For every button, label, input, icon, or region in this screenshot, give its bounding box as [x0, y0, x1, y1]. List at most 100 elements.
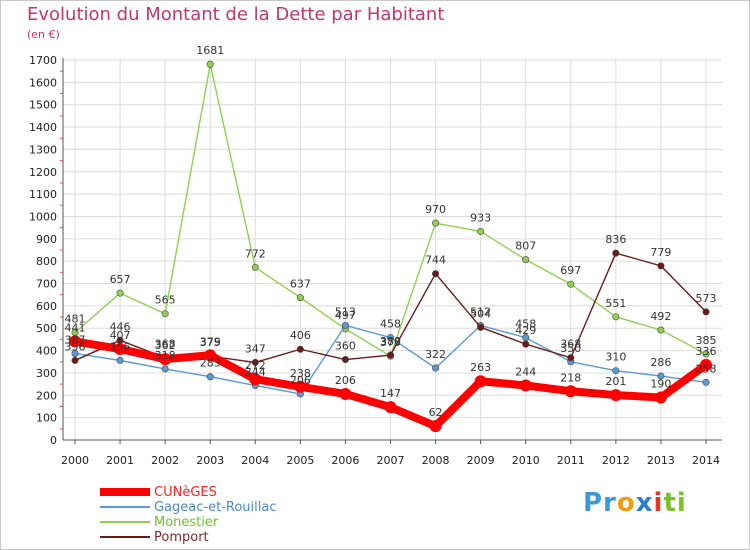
data-point [71, 349, 79, 357]
x-tick-label: 2009 [467, 454, 495, 467]
y-tick-label: 1300 [29, 143, 57, 156]
chart-subtitle: (en €) [27, 28, 60, 41]
data-label: 258 [696, 362, 717, 375]
legend-item: Pomport [100, 529, 209, 545]
x-tick-label: 2003 [196, 454, 224, 467]
logo-letter: Pr [583, 488, 617, 518]
data-point [204, 349, 217, 362]
data-label: 772 [245, 247, 266, 260]
legend-label: Pomport [154, 529, 209, 545]
data-point [429, 420, 442, 433]
data-label: 637 [290, 278, 311, 291]
data-point [114, 343, 127, 356]
data-point [251, 358, 259, 366]
y-tick-label: 1200 [29, 166, 57, 179]
data-label: 933 [470, 211, 491, 224]
y-tick-label: 300 [36, 367, 57, 380]
data-label: 744 [425, 254, 446, 267]
data-point [657, 262, 665, 270]
data-label: 458 [515, 318, 536, 331]
y-tick-label: 100 [36, 412, 57, 425]
data-point [206, 373, 214, 381]
data-point [654, 391, 667, 404]
data-label: 513 [335, 305, 356, 318]
data-label: 492 [650, 310, 671, 323]
x-tick-label: 2000 [61, 454, 89, 467]
x-tick-label: 2011 [557, 454, 585, 467]
data-label: 272 [245, 359, 266, 372]
proxiti-logo: Proxiti [583, 488, 687, 518]
data-label: 244 [515, 365, 536, 378]
data-label: 318 [155, 349, 176, 362]
y-tick-label: 500 [36, 322, 57, 335]
data-label: 385 [696, 334, 717, 347]
data-label: 336 [696, 345, 717, 358]
data-label: 504 [470, 307, 491, 320]
data-point [116, 356, 124, 364]
data-point [612, 313, 620, 321]
data-point [522, 256, 530, 264]
data-label: 387 [65, 333, 86, 346]
data-point [296, 294, 304, 302]
y-tick-label: 400 [36, 345, 57, 358]
data-label: 497 [335, 309, 356, 322]
data-label: 512 [470, 306, 491, 319]
data-label: 356 [65, 340, 86, 353]
data-point [522, 340, 530, 348]
data-point [251, 263, 259, 271]
chart-title: Evolution du Montant de la Dette par Hab… [27, 4, 445, 25]
x-tick-label: 2014 [692, 454, 720, 467]
data-label: 286 [650, 356, 671, 369]
data-label: 481 [65, 312, 86, 325]
data-label: 147 [380, 387, 401, 400]
y-tick-label: 700 [36, 278, 57, 291]
data-point [159, 353, 172, 366]
data-point [612, 367, 620, 375]
data-label: 380 [380, 335, 401, 348]
y-tick-label: 800 [36, 255, 57, 268]
legend-swatch [100, 488, 150, 496]
y-tick-label: 200 [36, 389, 57, 402]
x-tick-label: 2008 [422, 454, 450, 467]
data-point [657, 326, 665, 334]
data-label: 62 [429, 406, 443, 419]
data-point [296, 345, 304, 353]
data-label: 551 [605, 297, 626, 310]
data-label: 362 [155, 339, 176, 352]
data-point [609, 389, 622, 402]
data-point [567, 354, 575, 362]
legend-item: Gageac-et-Rouillac [100, 500, 276, 515]
legend-label: CUNèGES [154, 484, 217, 500]
data-label: 347 [245, 342, 266, 355]
legend-swatch [100, 506, 150, 508]
data-point [657, 372, 665, 380]
x-tick-label: 2002 [151, 454, 179, 467]
data-label: 375 [380, 336, 401, 349]
data-point [432, 270, 440, 278]
logo-letter: ti [663, 488, 687, 518]
data-label: 807 [515, 240, 536, 253]
y-tick-label: 1400 [29, 121, 57, 134]
data-label: 350 [560, 342, 581, 355]
data-label: 573 [696, 292, 717, 305]
data-point [161, 365, 169, 373]
data-label: 458 [380, 318, 401, 331]
legend-swatch [100, 536, 150, 538]
data-point [206, 60, 214, 68]
data-label: 283 [200, 357, 221, 370]
logo-letter: i [653, 488, 664, 518]
legend-item: Monestier [100, 515, 218, 530]
data-label: 206 [335, 374, 356, 387]
data-point [294, 380, 307, 393]
data-point [700, 358, 712, 371]
y-tick-label: 1700 [29, 54, 57, 67]
plot-area [63, 58, 722, 440]
data-point [567, 280, 575, 288]
data-point [477, 323, 485, 331]
data-point [702, 308, 710, 316]
data-label: 1681 [196, 44, 224, 57]
data-point [519, 379, 532, 392]
data-point [341, 321, 349, 329]
y-tick-label: 1600 [29, 76, 57, 89]
data-label: 779 [650, 246, 671, 259]
